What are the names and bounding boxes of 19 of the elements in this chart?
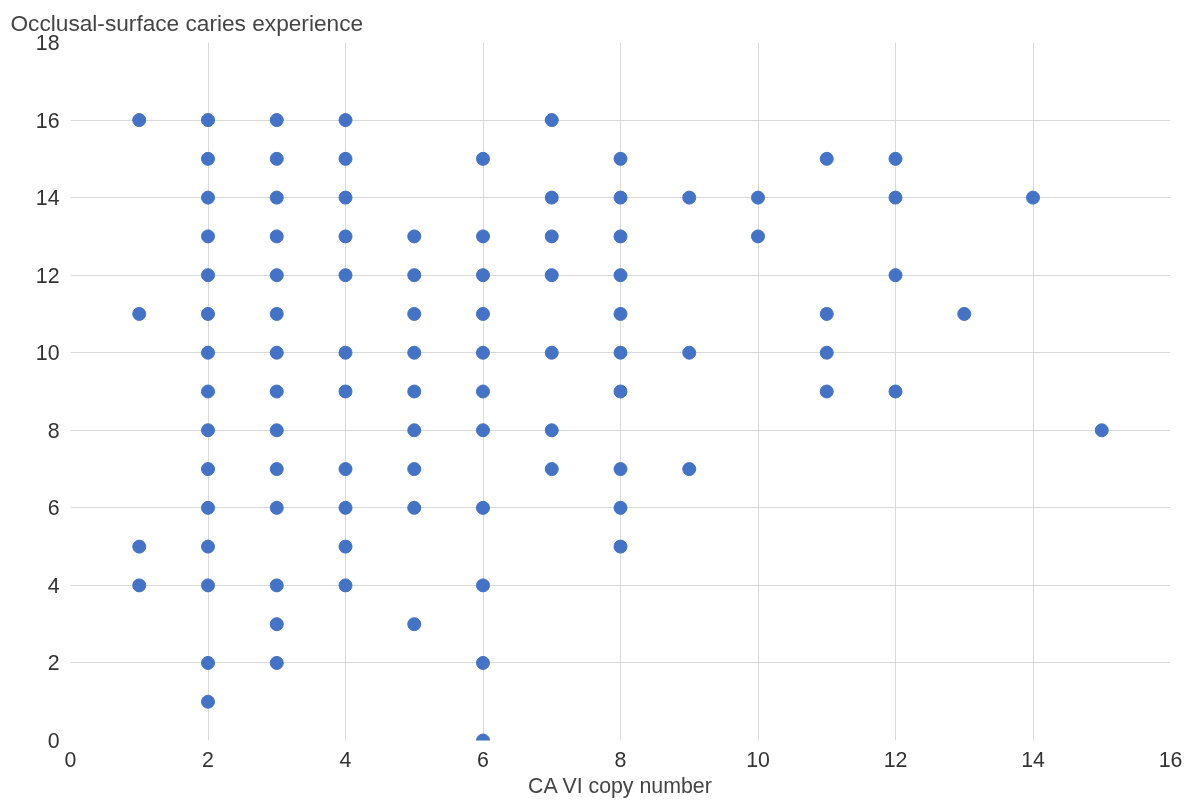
y-tick-label: 16 [35,108,60,133]
x-tick-label: 16 [1158,747,1183,772]
y-tick-label: 6 [47,496,60,521]
y-tick-label: 10 [35,341,60,366]
y-tick-label: 8 [47,418,60,443]
y-tick-label: 4 [47,573,60,598]
x-tick-label: 6 [477,747,489,772]
x-tick-label: 14 [1021,747,1045,772]
x-tick-label: 2 [202,747,214,772]
y-tick-label: 12 [35,263,60,288]
y-tick-label: 2 [47,651,60,676]
x-tick-label: 0 [64,747,77,772]
x-tick-label: 4 [339,747,352,772]
x-axis-title: CA VI copy number [528,773,712,798]
x-tick-label: 10 [746,747,770,772]
x-tick-label: 8 [614,747,627,772]
y-tick-label: 14 [35,186,60,211]
y-tick-label: 0 [47,729,60,753]
x-tick-label: 12 [883,747,908,772]
